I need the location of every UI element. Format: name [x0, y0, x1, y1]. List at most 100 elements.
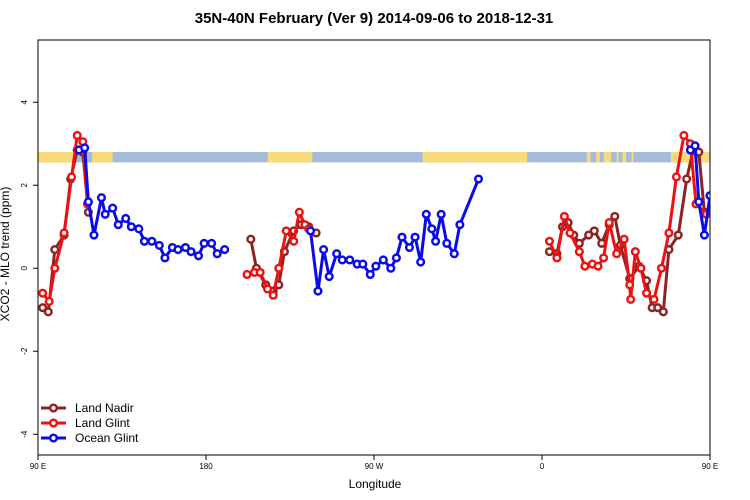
data-point [337, 255, 347, 265]
data-point [584, 230, 594, 240]
data-point [641, 288, 652, 298]
data-point [705, 191, 710, 201]
series-line [309, 178, 480, 293]
series-line [249, 223, 318, 293]
legend-item: Land Nadir [41, 401, 134, 415]
y-axis-title: XCO2 - MLO trend (ppm) [0, 187, 12, 322]
land-band-segment [422, 152, 528, 163]
data-point [431, 236, 441, 246]
data-point [44, 296, 54, 307]
legend-item: Land Glint [41, 416, 130, 430]
data-point [72, 130, 82, 140]
data-point [67, 172, 77, 182]
data-point [255, 267, 265, 277]
x-tick-label: 90 W [365, 462, 384, 471]
data-point [220, 245, 230, 255]
data-point [619, 234, 629, 244]
data-point [738, 223, 745, 230]
legend-label: Ocean Glint [75, 431, 139, 445]
y-tick-label: -2 [20, 347, 29, 355]
data-point [427, 224, 437, 234]
data-point [80, 143, 90, 153]
data-point [559, 211, 569, 221]
data-point [186, 247, 196, 257]
y-axis: -4 -2 0 2 4 [20, 99, 38, 438]
land-band-segment [267, 152, 313, 163]
data-point [173, 245, 183, 255]
plot-frame [37, 39, 711, 456]
data-point [436, 209, 446, 219]
data-point [599, 253, 609, 263]
data-point [544, 236, 555, 246]
x-tick-label: 0 [540, 462, 545, 471]
data-point [108, 203, 118, 213]
data-point [552, 253, 562, 263]
data-point [180, 242, 191, 253]
land-band-segment [38, 152, 76, 163]
data-point [610, 211, 620, 221]
series-layer [38, 130, 745, 317]
y-tick-label: 4 [20, 99, 29, 104]
data-point [305, 226, 316, 236]
data-point [358, 259, 368, 269]
data-point [365, 269, 375, 280]
data-point [442, 238, 452, 248]
data-point [83, 197, 93, 207]
data-point [649, 294, 659, 304]
data-point [263, 284, 273, 294]
data-point [126, 222, 136, 232]
legend-marker [48, 433, 59, 443]
data-point [664, 228, 674, 238]
data-point [416, 257, 426, 267]
land-band-segment [716, 152, 750, 162]
series-land-glint [38, 130, 710, 307]
data-point [319, 245, 329, 255]
land-band-segment [586, 152, 591, 163]
data-point [712, 211, 719, 218]
data-point [96, 193, 107, 203]
land-band-segment [616, 152, 619, 163]
data-point [371, 261, 381, 271]
data-point [154, 240, 164, 250]
data-point [690, 141, 700, 151]
data-point [733, 215, 740, 222]
surface-type-band [38, 152, 750, 163]
legend-item: Ocean Glint [41, 431, 139, 445]
data-point [89, 230, 99, 240]
data-point [274, 263, 284, 273]
data-point [268, 290, 278, 300]
data-point [242, 269, 252, 280]
data-point [580, 261, 590, 271]
legend-marker [48, 418, 59, 428]
data-point [50, 245, 60, 255]
data-point [391, 253, 401, 263]
y-tick-label: 0 [20, 265, 29, 270]
land-band-segment [596, 152, 600, 163]
data-point [449, 249, 459, 259]
x-tick-label: 90 E [702, 462, 718, 471]
data-point [246, 234, 256, 244]
data-point [332, 249, 342, 259]
data-point [345, 255, 355, 265]
data-point [604, 218, 614, 228]
data-point [38, 303, 48, 313]
data-point [313, 286, 323, 296]
data-point [625, 280, 635, 290]
data-point [694, 197, 704, 207]
data-point [455, 220, 465, 230]
data-point [658, 307, 668, 317]
data-point [199, 238, 209, 248]
series-line [689, 144, 710, 237]
data-point [589, 226, 599, 236]
data-point [671, 172, 681, 182]
data-point [139, 236, 149, 246]
series-ocean-glint [74, 141, 745, 296]
data-point [121, 213, 131, 223]
land-band-segment [92, 152, 113, 163]
data-point [212, 249, 222, 259]
data-point [626, 294, 636, 304]
chart-title: 35N-40N February (Ver 9) 2014-09-06 to 2… [195, 10, 554, 27]
data-point [281, 226, 291, 236]
ocean-band [38, 152, 710, 163]
